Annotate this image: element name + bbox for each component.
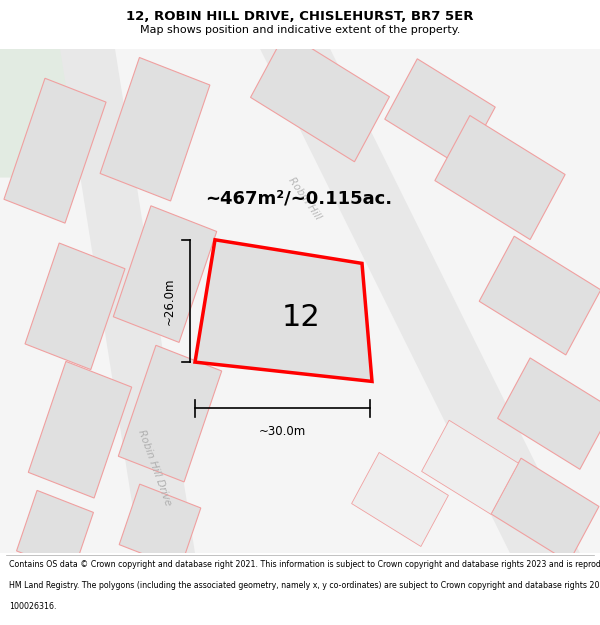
- Polygon shape: [0, 49, 600, 553]
- Polygon shape: [28, 361, 132, 498]
- Polygon shape: [422, 420, 518, 514]
- Text: ~467m²/~0.115ac.: ~467m²/~0.115ac.: [205, 190, 392, 208]
- Text: Contains OS data © Crown copyright and database right 2021. This information is : Contains OS data © Crown copyright and d…: [9, 560, 600, 569]
- Polygon shape: [119, 484, 201, 569]
- Polygon shape: [435, 116, 565, 239]
- Text: 100026316.: 100026316.: [9, 602, 56, 611]
- Text: ~30.0m: ~30.0m: [259, 426, 306, 438]
- Polygon shape: [0, 49, 110, 177]
- Polygon shape: [113, 206, 217, 342]
- Text: Map shows position and indicative extent of the property.: Map shows position and indicative extent…: [140, 25, 460, 35]
- Polygon shape: [491, 458, 599, 562]
- Polygon shape: [260, 49, 580, 553]
- Polygon shape: [195, 240, 372, 381]
- Polygon shape: [479, 236, 600, 355]
- Polygon shape: [60, 49, 195, 553]
- Polygon shape: [385, 59, 495, 168]
- Polygon shape: [4, 78, 106, 223]
- Polygon shape: [118, 345, 222, 482]
- Text: 12, ROBIN HILL DRIVE, CHISLEHURST, BR7 5ER: 12, ROBIN HILL DRIVE, CHISLEHURST, BR7 5…: [126, 10, 474, 22]
- Text: 12: 12: [281, 302, 320, 331]
- Polygon shape: [497, 358, 600, 469]
- Polygon shape: [100, 58, 210, 201]
- Text: Robin Hill: Robin Hill: [287, 176, 323, 222]
- Polygon shape: [352, 452, 448, 546]
- Text: Robin Hill Drive: Robin Hill Drive: [137, 428, 173, 507]
- Text: HM Land Registry. The polygons (including the associated geometry, namely x, y c: HM Land Registry. The polygons (includin…: [9, 581, 600, 590]
- Polygon shape: [17, 491, 94, 573]
- Text: ~26.0m: ~26.0m: [163, 278, 176, 325]
- Polygon shape: [25, 243, 125, 369]
- Polygon shape: [251, 32, 389, 162]
